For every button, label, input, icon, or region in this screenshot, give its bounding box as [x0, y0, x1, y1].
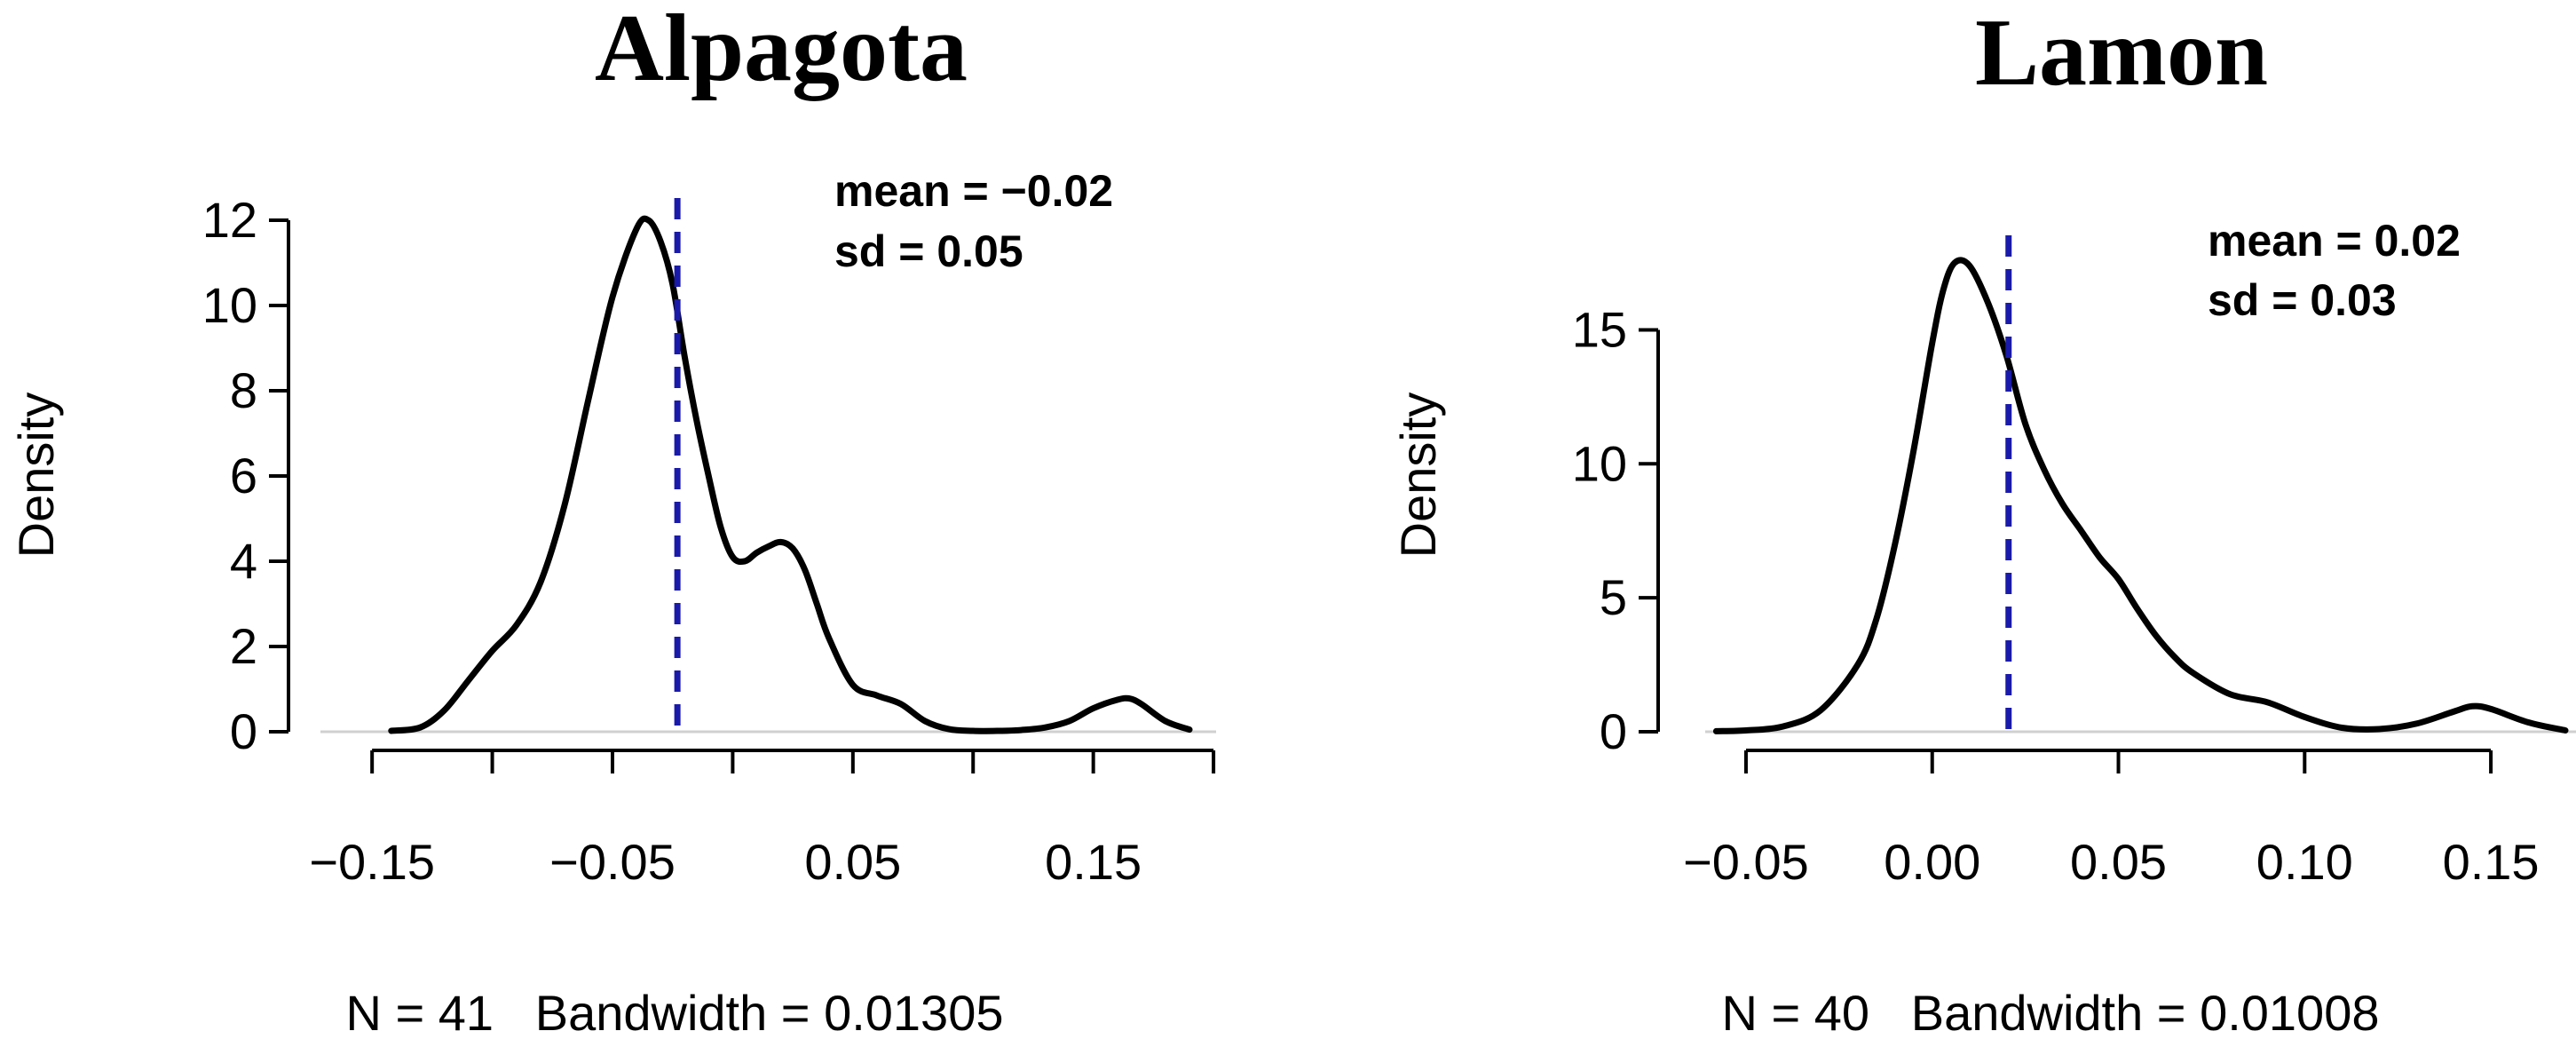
x-tick-label: 0.05 [804, 834, 901, 890]
y-tick-label: 12 [202, 192, 257, 248]
y-tick-label: 15 [1572, 301, 1627, 357]
mean-annotation: mean = 0.02 [2208, 216, 2461, 266]
x-tick-label: −0.05 [1683, 834, 1809, 890]
density-curve [388, 215, 1193, 734]
y-tick-label: 6 [230, 448, 257, 504]
y-tick-label: 10 [1572, 435, 1627, 491]
x-axis-label: N = 41 Bandwidth = 0.01305 [346, 985, 1004, 1041]
y-tick-label: 0 [1600, 703, 1627, 759]
x-tick-label: −0.05 [549, 834, 676, 890]
chart-panel-lamon: Lamon Density N = 40 Bandwidth = 0.01008… [1390, 0, 2576, 1041]
x-tick-label: 0.15 [1045, 834, 1142, 890]
sd-annotation: sd = 0.03 [2208, 275, 2397, 325]
x-tick-label: 0.05 [2070, 834, 2167, 890]
y-tick-label: 4 [230, 533, 257, 589]
y-tick-label: 5 [1600, 569, 1627, 625]
chart-title: Lamon [1975, 0, 2268, 106]
mean-annotation: mean = −0.02 [834, 166, 1113, 216]
y-tick-label: 8 [230, 362, 257, 418]
chart-title: Alpagota [595, 0, 968, 101]
y-tick-label: 10 [202, 277, 257, 333]
density-curve [1712, 257, 2569, 734]
x-tick-label: 0.00 [1884, 834, 1980, 890]
x-tick-label: 0.10 [2256, 834, 2353, 890]
y-axis-label: Density [8, 393, 64, 559]
x-tick-label: −0.15 [309, 834, 435, 890]
sd-annotation: sd = 0.05 [834, 226, 1023, 276]
x-tick-label: 0.15 [2443, 834, 2540, 890]
chart-panel-alpagota: Alpagota Density N = 41 Bandwidth = 0.01… [8, 0, 1216, 1041]
x-axis-label: N = 40 Bandwidth = 0.01008 [1722, 985, 2380, 1041]
y-axis-label: Density [1390, 393, 1446, 559]
y-tick-label: 0 [230, 703, 257, 759]
y-tick-label: 2 [230, 618, 257, 674]
